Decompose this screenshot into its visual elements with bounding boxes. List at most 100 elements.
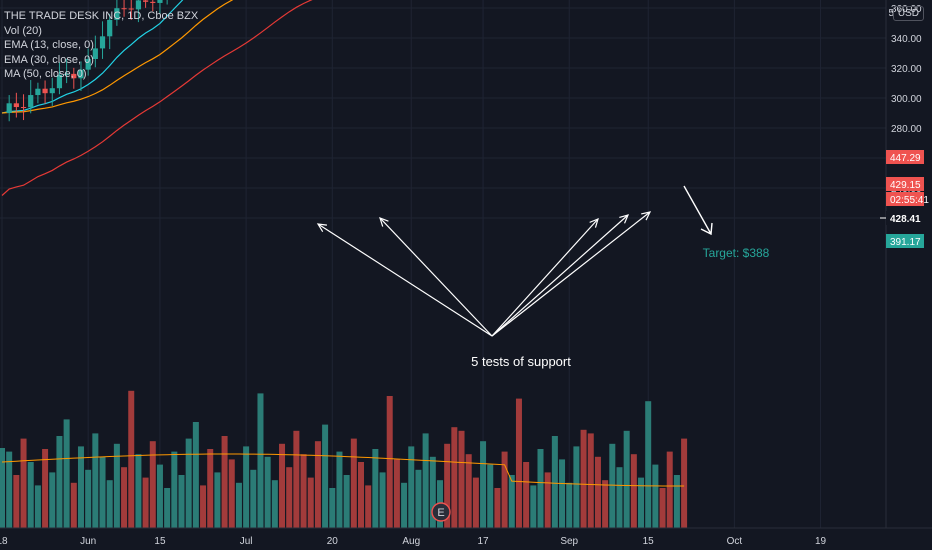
- x-tick-label: 18: [0, 536, 8, 547]
- x-tick-label: 15: [643, 536, 655, 547]
- volume-bar: [393, 459, 400, 528]
- support-test-arrowhead: [379, 216, 389, 227]
- candle-body: [28, 95, 34, 108]
- volume-bar: [207, 449, 214, 528]
- volume-bar: [573, 446, 580, 528]
- candle-body: [85, 59, 91, 70]
- price-tag-label: 02:55:41: [890, 195, 929, 206]
- volume-bar: [379, 472, 386, 528]
- x-tick-label: 20: [327, 536, 339, 547]
- volume-bar: [128, 390, 135, 528]
- support-test-arrowhead: [619, 214, 630, 224]
- candle-body: [56, 74, 63, 89]
- price-tag-bg: [886, 234, 924, 248]
- price-tag: 428.41: [886, 211, 924, 225]
- support-test-arrow: [491, 214, 629, 337]
- volume-bar: [171, 451, 178, 528]
- candle-body: [78, 69, 84, 79]
- legend-volume[interactable]: Vol (20): [4, 24, 42, 37]
- volume-bar: [56, 436, 63, 528]
- volume-bar: [113, 443, 120, 528]
- candles: [6, 0, 168, 122]
- volume-bar: [307, 477, 314, 528]
- volume-bar: [494, 488, 501, 528]
- volume-bar: [13, 475, 20, 528]
- y-tick-label: 280.00: [891, 124, 922, 135]
- candle-body: [71, 73, 77, 79]
- volume-bar: [587, 433, 594, 528]
- candle-body: [92, 48, 98, 60]
- support-test-arrowhead: [589, 217, 599, 228]
- volume-bar: [149, 441, 156, 528]
- volume-bar: [85, 469, 92, 528]
- volume-bar: [465, 454, 472, 528]
- x-tick-label: Sep: [560, 536, 578, 547]
- price-tag-label: 428.41: [890, 214, 921, 225]
- support-test-arrow: [491, 218, 599, 337]
- candle-body: [143, 0, 149, 2]
- volume-bar: [77, 446, 84, 528]
- price-tag-bg: [886, 192, 924, 206]
- ma50-line: [1, 0, 313, 196]
- volume-bar: [350, 438, 357, 528]
- volume-bar: [530, 485, 537, 528]
- volume-bar: [566, 482, 573, 528]
- price-tag-bg: [886, 177, 924, 191]
- support-test-arrow: [379, 217, 493, 337]
- volume-bar: [257, 393, 264, 528]
- volume-bar: [314, 441, 321, 528]
- volume-bar: [616, 467, 623, 528]
- x-tick-label: 19: [815, 536, 827, 547]
- volume-ma-line: [1, 453, 685, 487]
- price-tag-bg: [886, 211, 924, 225]
- candle-body: [64, 73, 70, 75]
- volume-bar: [250, 469, 257, 528]
- candle-body: [128, 8, 134, 10]
- projection-arrow-head: [700, 222, 713, 236]
- y-tick-label: 320.00: [891, 64, 922, 75]
- volume-bar: [652, 464, 659, 528]
- support-test-arrow: [317, 223, 493, 337]
- volume-bar: [487, 464, 494, 528]
- volume-bar: [49, 472, 56, 528]
- legend-ema30[interactable]: EMA (30, close, 0): [4, 53, 94, 66]
- volume-bar: [444, 443, 451, 528]
- legend-ma50[interactable]: MA (50, close, 0): [4, 68, 87, 81]
- legend-ema13[interactable]: EMA (13, close, 0): [4, 39, 94, 52]
- x-tick-label: Aug: [402, 536, 420, 547]
- volume-bar: [623, 430, 630, 528]
- x-tick-label: 17: [477, 536, 489, 547]
- volume-bar: [279, 443, 286, 528]
- volume-bar: [365, 485, 372, 528]
- volume-bar: [458, 430, 465, 528]
- volume-bar: [34, 485, 41, 528]
- volume-bar: [472, 477, 479, 528]
- volume-bar: [156, 464, 163, 528]
- price-tag-label: 429.15: [890, 180, 921, 191]
- scale-mark: 5: [888, 8, 894, 19]
- price-tag: 429.15: [886, 177, 924, 191]
- volume-bar: [638, 477, 645, 528]
- earnings-marker-label: E: [437, 507, 444, 519]
- volume-bar: [42, 449, 49, 528]
- volume-bar: [544, 472, 551, 528]
- price-tag: 447.29: [886, 150, 924, 164]
- candle-body: [114, 8, 120, 20]
- volume-bar: [192, 422, 199, 528]
- volume-bar: [121, 467, 128, 528]
- symbol-line[interactable]: THE TRADE DESK INC, 1D, Cboe BZX: [4, 10, 199, 22]
- volume-bar: [386, 396, 393, 528]
- y-tick-label: 340.00: [891, 34, 922, 45]
- support-test-arrow: [491, 211, 651, 337]
- candle-body: [13, 103, 19, 108]
- grid: [0, 0, 886, 528]
- x-tick-label: Oct: [727, 536, 743, 547]
- price-tag-label: 447.29: [890, 153, 921, 164]
- volume-bar: [594, 456, 601, 528]
- price-tag-label: 391.17: [890, 237, 921, 248]
- volume-bar: [501, 451, 508, 528]
- volume-bar: [559, 459, 566, 528]
- currency-button[interactable]: USD: [892, 6, 924, 21]
- volume-bar: [673, 475, 680, 528]
